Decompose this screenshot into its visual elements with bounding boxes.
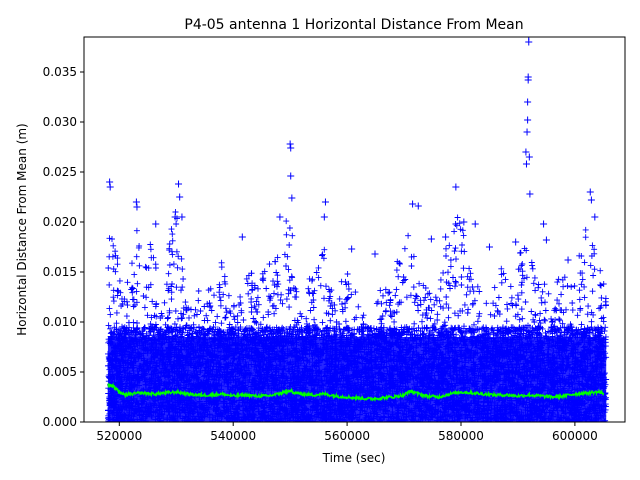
scatter-outlier-point <box>471 220 479 228</box>
y-tick-label: 0.010 <box>43 315 77 329</box>
scatter-outlier-point <box>287 172 295 180</box>
scatter-outlier-point <box>371 250 379 258</box>
y-tick-label: 0.005 <box>43 365 77 379</box>
y-tick-label: 0.030 <box>43 115 77 129</box>
scatter-outlier-point <box>409 200 417 208</box>
scatter-outlier-point <box>442 233 450 241</box>
scatter-outlier-point <box>176 193 184 201</box>
scatter-outlier-point <box>525 153 533 161</box>
scatter-outlier-point <box>427 235 435 243</box>
x-tick-label: 580000 <box>438 429 484 443</box>
scatter-outlier-point <box>414 202 422 210</box>
scatter-outlier-point <box>106 183 114 191</box>
scatter-outlier-point <box>132 198 140 206</box>
scatter-outlier-point <box>522 148 530 156</box>
scatter-outlier-point <box>586 188 594 196</box>
y-tick-label: 0.035 <box>43 65 77 79</box>
scatter-outlier-point <box>171 213 179 221</box>
scatter-outlier-point <box>452 183 460 191</box>
scatter-outlier-point <box>238 233 246 241</box>
scatter-outlier-point <box>348 245 356 253</box>
x-tick-label: 520000 <box>96 429 142 443</box>
scatter-outlier-point <box>524 76 532 84</box>
scatter-outlier-point <box>321 198 329 206</box>
scatter-outlier-point <box>587 196 595 204</box>
mean-line <box>107 382 605 403</box>
scatter-outlier-point <box>591 213 599 221</box>
scatter-outlier-point <box>525 37 533 41</box>
scatter-outlier-point <box>523 128 531 136</box>
x-tick-label: 540000 <box>210 429 256 443</box>
x-axis-label: Time (sec) <box>322 451 386 465</box>
x-tick-label: 560000 <box>324 429 370 443</box>
x-tick-label: 600000 <box>552 429 598 443</box>
scatter-outlier-point <box>106 178 114 186</box>
scatter-outlier-point <box>540 220 548 228</box>
scatter-outlier-point <box>564 256 572 264</box>
scatter-outlier-point <box>175 180 183 188</box>
x-axis: 520000 540000 560000 580000 600000 <box>96 422 598 443</box>
scatter-points <box>105 209 610 422</box>
scatter-outlier-point <box>152 220 160 228</box>
scatter-outlier-point <box>526 190 534 198</box>
scatter-outlier-point <box>287 144 295 152</box>
scatter-outlier-point <box>133 203 141 211</box>
scatter-outlier-point <box>522 160 530 168</box>
scatter-outlier-point <box>320 213 328 221</box>
chart-title: P4-05 antenna 1 Horizontal Distance From… <box>184 17 523 33</box>
plot-frame <box>83 36 626 423</box>
y-axis: 0.000 0.005 0.010 0.015 0.020 0.025 0.030 0.035 <box>43 65 84 429</box>
scatter-outlier-point <box>178 213 186 221</box>
scatter-outlier-point <box>524 98 532 106</box>
scatter-outlier-point <box>542 236 550 244</box>
scatter-outlier-point <box>276 213 284 221</box>
scatter-outlier-point <box>460 218 468 226</box>
y-tick-label: 0.015 <box>43 265 77 279</box>
y-tick-label: 0.020 <box>43 215 77 229</box>
scatter-outlier-point <box>524 116 532 124</box>
y-axis-label: Horizontal Distance From Mean (m) <box>15 123 29 335</box>
scatter-series <box>105 37 610 422</box>
scatter-outlier-point <box>288 194 296 202</box>
y-tick-label: 0.025 <box>43 165 77 179</box>
scatter-outlier-point <box>512 238 520 246</box>
scatter-outlier-point <box>485 243 493 251</box>
scatter-outlier-point <box>286 140 294 148</box>
mean-line-series <box>107 382 605 403</box>
y-tick-label: 0.000 <box>43 415 77 429</box>
plot-area <box>83 36 626 423</box>
